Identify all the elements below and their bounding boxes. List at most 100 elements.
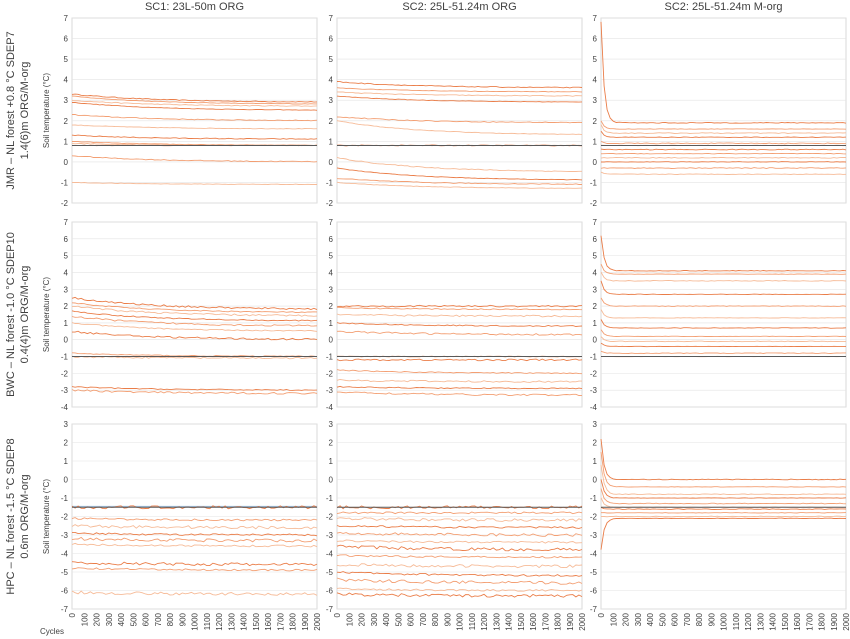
y-tick-label: -1 xyxy=(590,494,598,503)
x-tick-label: 700 xyxy=(419,612,428,626)
x-tick-label: 1900 xyxy=(566,612,575,630)
y-tick-label: -7 xyxy=(590,605,598,614)
series-line-r3-c1-5 xyxy=(71,536,318,543)
x-tick-label: 900 xyxy=(707,612,716,626)
y-tick-label: 1 xyxy=(64,457,69,466)
x-tick-label: 600 xyxy=(407,612,416,626)
series-line-r3-c2-9 xyxy=(336,563,583,569)
y-tick-label: -4 xyxy=(326,403,334,412)
series-line-r2-c2-4 xyxy=(336,322,583,327)
y-tick-label: 4 xyxy=(64,268,69,277)
series-line-r2-c3-4 xyxy=(600,280,847,295)
y-tick-label: 3 xyxy=(593,420,598,429)
series-line-r2-c3-9 xyxy=(600,336,846,343)
series-line-r2-c1-4 xyxy=(71,310,318,322)
y-tick-label: 0 xyxy=(64,336,69,345)
y-tick-label: -4 xyxy=(590,403,598,412)
y-tick-label: 2 xyxy=(329,117,334,126)
series-line-r1-c1-6 xyxy=(71,124,318,130)
y-tick-label: 0 xyxy=(329,158,334,167)
series-line-r1-c3-12 xyxy=(600,171,847,175)
y-tick-label: -5 xyxy=(590,568,598,577)
series-line-r3-c2-13 xyxy=(336,592,583,598)
x-tick-label: 1600 xyxy=(264,612,273,630)
x-tick-label: 400 xyxy=(382,612,391,626)
y-tick-label: 2 xyxy=(593,302,598,311)
y-tick-label: 5 xyxy=(593,252,598,261)
y-tick-label: -3 xyxy=(590,386,598,395)
series-line-r2-c3-11 xyxy=(600,350,846,354)
y-tick-label: 5 xyxy=(329,252,334,261)
y-tick-label: 3 xyxy=(593,96,598,105)
y-tick-label: 7 xyxy=(64,14,69,23)
x-tick-label: 1400 xyxy=(505,612,514,630)
series-line-r3-c1-7 xyxy=(71,561,318,567)
y-tick-label: 4 xyxy=(329,76,334,85)
series-line-r2-c2-3 xyxy=(336,313,583,318)
series-line-r3-c2-2 xyxy=(336,511,583,515)
series-line-r2-c3-2 xyxy=(600,263,847,275)
y-axis-label-row-3: Soil temperature (°C) xyxy=(42,479,51,555)
y-tick-label: -2 xyxy=(590,199,598,208)
panel-frame-r2-c3 xyxy=(600,221,847,408)
y-tick-label: 1 xyxy=(329,457,334,466)
y-tick-label: -5 xyxy=(326,568,334,577)
series-line-r1-c1-12 xyxy=(71,181,318,186)
x-tick-label: 1500 xyxy=(252,612,261,630)
y-tick-label: -6 xyxy=(61,587,69,596)
x-tick-label: 1200 xyxy=(215,612,224,630)
x-tick-label: 1100 xyxy=(203,612,212,630)
y-tick-label: 0 xyxy=(593,476,598,485)
x-tick-label: 0 xyxy=(68,612,77,617)
y-tick-label: -3 xyxy=(326,531,334,540)
series-line-r1-c3-7 xyxy=(600,148,847,151)
series-line-r2-c2-10 xyxy=(336,385,583,390)
x-axis-label: Cycles xyxy=(40,627,64,636)
y-tick-label: 5 xyxy=(593,55,598,64)
series-line-r2-c1-7 xyxy=(72,330,318,341)
y-tick-label: -2 xyxy=(326,199,334,208)
series-line-r3-c3-10 xyxy=(600,517,847,550)
x-tick-label: 100 xyxy=(345,612,354,626)
x-tick-label: 1400 xyxy=(769,612,778,630)
series-line-r3-c3-2 xyxy=(600,451,847,488)
x-tick-label: 1400 xyxy=(240,612,249,630)
y-tick-label: 3 xyxy=(593,285,598,294)
x-tick-label: 1200 xyxy=(744,612,753,630)
series-line-r2-c1-3 xyxy=(71,305,318,317)
series-line-r3-c2-3 xyxy=(336,517,583,522)
x-tick-label: 600 xyxy=(142,612,151,626)
y-tick-label: 4 xyxy=(593,76,598,85)
y-tick-label: -2 xyxy=(590,369,598,378)
series-line-r3-c2-11 xyxy=(336,577,583,585)
y-tick-label: -4 xyxy=(61,550,69,559)
y-tick-label: -3 xyxy=(326,386,334,395)
series-line-r1-c2-5 xyxy=(336,116,583,124)
y-tick-label: 6 xyxy=(64,35,69,44)
series-line-r3-c2-1 xyxy=(336,505,583,510)
y-tick-label: 6 xyxy=(593,235,598,244)
y-tick-label: 6 xyxy=(64,235,69,244)
x-tick-label: 300 xyxy=(105,612,114,626)
y-tick-label: 7 xyxy=(64,218,69,227)
series-line-r1-c3-10 xyxy=(601,161,847,163)
x-tick-label: 200 xyxy=(93,612,102,626)
x-tick-label: 1300 xyxy=(227,612,236,630)
series-line-r3-c3-9 xyxy=(600,515,847,518)
row-label-3-line-2: 0.6m ORG/M-org xyxy=(19,474,31,558)
y-tick-label: -3 xyxy=(61,531,69,540)
y-tick-label: 3 xyxy=(64,285,69,294)
series-line-r1-c3-8 xyxy=(600,152,847,155)
x-tick-label: 1700 xyxy=(541,612,550,630)
y-tick-label: -6 xyxy=(326,587,334,596)
series-line-r3-c1-2 xyxy=(71,517,318,522)
x-tick-label: 1600 xyxy=(793,612,802,630)
series-line-r1-c3-2 xyxy=(600,120,847,130)
x-tick-label: 0 xyxy=(597,612,606,617)
y-tick-label: -7 xyxy=(326,605,334,614)
x-tick-label: 200 xyxy=(358,612,367,626)
series-line-r2-c2-9 xyxy=(336,379,582,383)
y-tick-label: -1 xyxy=(590,353,598,362)
series-line-r3-c1-6 xyxy=(71,542,318,548)
y-tick-label: 5 xyxy=(64,252,69,261)
